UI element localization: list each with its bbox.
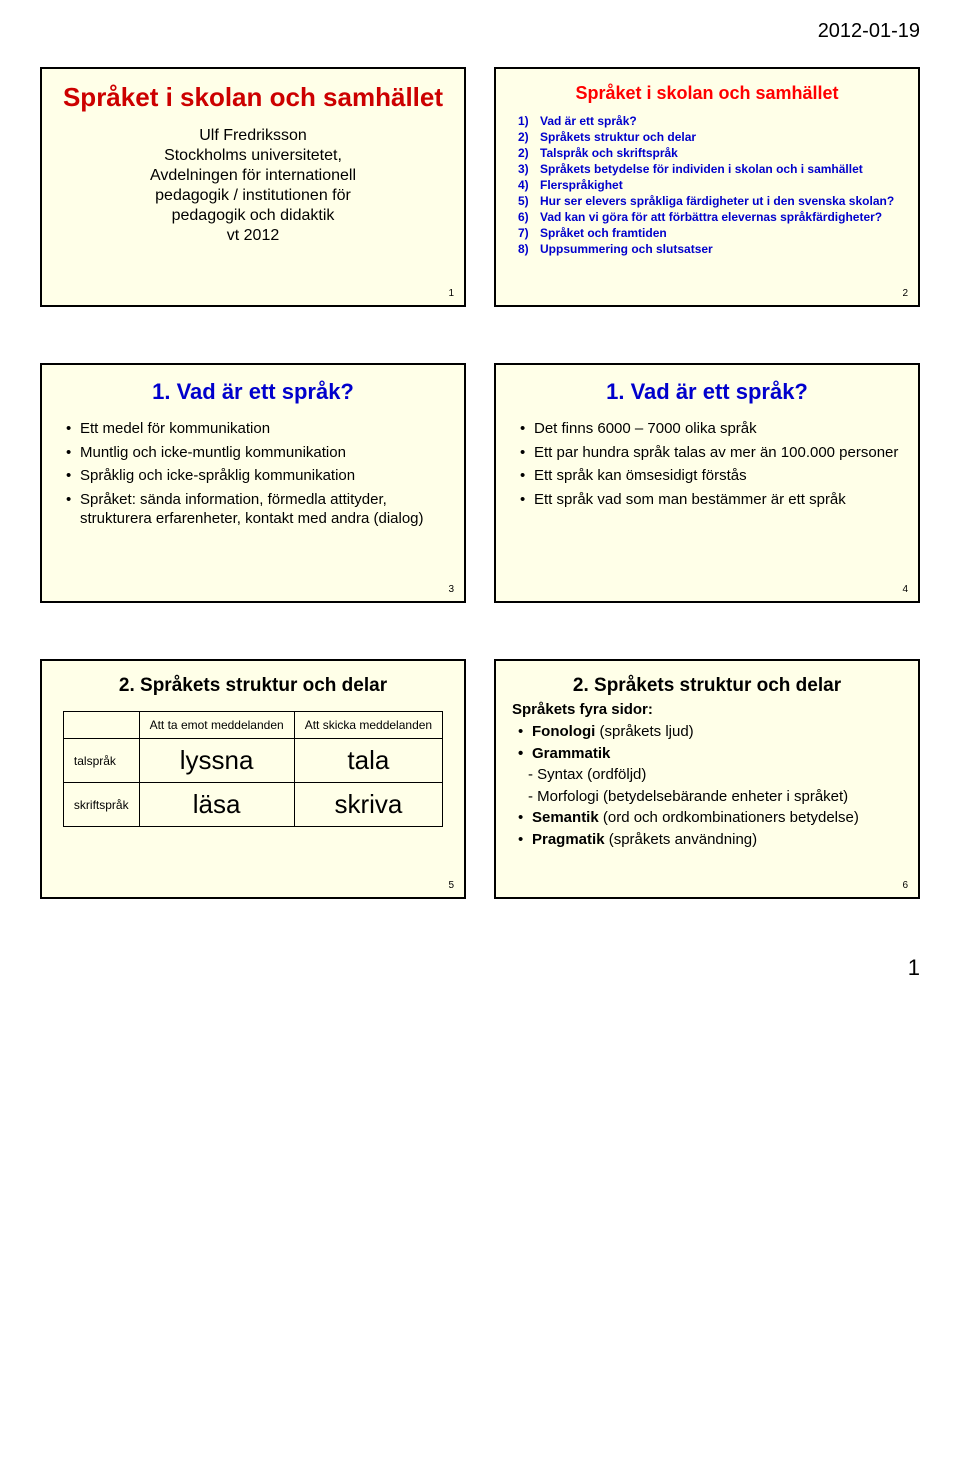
slide-1-title: Språket i skolan och samhället <box>58 83 448 113</box>
term-desc: (ord och ordkombinationers betydelse) <box>599 809 859 826</box>
list-item: 3)Språkets betydelse för individen i sko… <box>518 162 902 176</box>
slide-3: 1. Vad är ett språk? Ett medel för kommu… <box>40 363 466 603</box>
list-item: 7)Språket och framtiden <box>518 226 902 240</box>
bullet-item: Ett par hundra språk talas av mer än 100… <box>520 443 902 463</box>
bullet-item: Språket: sända information, förmedla att… <box>66 490 448 529</box>
slide-1-inst3: pedagogik / institutionen för <box>58 187 448 205</box>
slide-4-bullets: Det finns 6000 – 7000 olika språk Ett pa… <box>512 419 902 509</box>
bullet-item: Ett medel för kommunikation <box>66 419 448 439</box>
bullet-item: Pragmatik (språkets användning) <box>518 830 902 850</box>
item-text: Flerspråkighet <box>540 178 902 192</box>
item-text: Språkets betydelse för individen i skola… <box>540 162 902 176</box>
item-num: 3) <box>518 162 540 176</box>
slide-1-author: Ulf Fredriksson <box>58 127 448 145</box>
item-text: Vad kan vi göra för att förbättra elever… <box>540 210 902 224</box>
page-number: 1 <box>40 955 920 981</box>
slide-2-list: 1)Vad är ett språk? 2)Språkets struktur … <box>512 114 902 256</box>
bullet-item: Fonologi (språkets ljud) <box>518 722 902 742</box>
bullet-item: Det finns 6000 – 7000 olika språk <box>520 419 902 439</box>
dash-item: - Syntax (ordföljd) <box>518 765 902 785</box>
bullet-item: Muntlig och icke-muntlig kommunikation <box>66 443 448 463</box>
slide-4-title: 1. Vad är ett språk? <box>512 379 902 405</box>
slide-5-title: 2. Språkets struktur och delar <box>58 675 448 697</box>
slide-row-2: 1. Vad är ett språk? Ett medel för kommu… <box>40 363 920 603</box>
item-num: 4) <box>518 178 540 192</box>
list-item: 2)Talspråk och skriftspråk <box>518 146 902 160</box>
slide-6-list: Fonologi (språkets ljud) Grammatik - Syn… <box>512 722 902 849</box>
bold-term: Fonologi <box>532 723 595 740</box>
date-header: 2012-01-19 <box>40 20 920 43</box>
slide-4-number: 4 <box>902 584 908 595</box>
bullet-item: Semantik (ord och ordkombinationers bety… <box>518 808 902 828</box>
item-text: Uppsummering och slutsatser <box>540 242 902 256</box>
table-row-label: skriftspråk <box>63 783 139 827</box>
item-text: Hur ser elevers språkliga färdigheter ut… <box>540 194 902 208</box>
table-row: Att ta emot meddelanden Att skicka medde… <box>63 712 442 739</box>
slide-5-number: 5 <box>448 880 454 891</box>
item-text: Språkets struktur och delar <box>540 130 902 144</box>
slide-2-number: 2 <box>902 288 908 299</box>
item-num: 8) <box>518 242 540 256</box>
slide-6-number: 6 <box>902 880 908 891</box>
table-cell-empty <box>63 712 139 739</box>
list-item: 2)Språkets struktur och delar <box>518 130 902 144</box>
slide-3-title: 1. Vad är ett språk? <box>58 379 448 405</box>
list-item: 5)Hur ser elevers språkliga färdigheter … <box>518 194 902 208</box>
table-cell: läsa <box>139 783 294 827</box>
item-num: 2) <box>518 146 540 160</box>
bold-term: Pragmatik <box>532 831 605 848</box>
list-item: 4)Flerspråkighet <box>518 178 902 192</box>
table-cell: tala <box>294 739 442 783</box>
table-header: Att skicka meddelanden <box>294 712 442 739</box>
slide-6-subtitle: Språkets fyra sidor: <box>512 701 902 718</box>
slide-5: 2. Språkets struktur och delar Att ta em… <box>40 659 466 899</box>
slide-1-inst1: Stockholms universitetet, <box>58 147 448 165</box>
slide-6: 2. Språkets struktur och delar Språkets … <box>494 659 920 899</box>
slide-row-3: 2. Språkets struktur och delar Att ta em… <box>40 659 920 899</box>
slide-3-number: 3 <box>448 584 454 595</box>
slide-2: Språket i skolan och samhället 1)Vad är … <box>494 67 920 307</box>
term-desc: (språkets användning) <box>605 831 758 848</box>
slide-2-title: Språket i skolan och samhället <box>512 83 902 104</box>
bullet-item: Språklig och icke-språklig kommunikation <box>66 466 448 486</box>
bullet-item: Grammatik <box>518 744 902 764</box>
item-text: Vad är ett språk? <box>540 114 902 128</box>
slide-4: 1. Vad är ett språk? Det finns 6000 – 70… <box>494 363 920 603</box>
slide-1-inst4: pedagogik och didaktik <box>58 207 448 225</box>
item-num: 7) <box>518 226 540 240</box>
slide-3-bullets: Ett medel för kommunikation Muntlig och … <box>58 419 448 529</box>
slide-1-number: 1 <box>448 288 454 299</box>
slide-1: Språket i skolan och samhället Ulf Fredr… <box>40 67 466 307</box>
item-num: 6) <box>518 210 540 224</box>
list-item: 8)Uppsummering och slutsatser <box>518 242 902 256</box>
table-row-label: talspråk <box>63 739 139 783</box>
table-cell: lyssna <box>139 739 294 783</box>
slide-5-table: Att ta emot meddelanden Att skicka medde… <box>63 711 443 827</box>
item-num: 1) <box>518 114 540 128</box>
table-row: talspråk lyssna tala <box>63 739 442 783</box>
bullet-item: Ett språk vad som man bestämmer är ett s… <box>520 490 902 510</box>
item-num: 2) <box>518 130 540 144</box>
item-num: 5) <box>518 194 540 208</box>
slide-6-title: 2. Språkets struktur och delar <box>512 675 902 697</box>
list-item: 1)Vad är ett språk? <box>518 114 902 128</box>
table-row: skriftspråk läsa skriva <box>63 783 442 827</box>
bold-term: Semantik <box>532 809 599 826</box>
table-header: Att ta emot meddelanden <box>139 712 294 739</box>
dash-item: - Morfologi (betydelsebärande enheter i … <box>518 787 902 807</box>
bullet-item: Ett språk kan ömsesidigt förstås <box>520 466 902 486</box>
item-text: Talspråk och skriftspråk <box>540 146 902 160</box>
slide-row-1: Språket i skolan och samhället Ulf Fredr… <box>40 67 920 307</box>
item-text: Språket och framtiden <box>540 226 902 240</box>
slide-1-inst2: Avdelningen för internationell <box>58 167 448 185</box>
slide-1-term: vt 2012 <box>58 227 448 245</box>
list-item: 6)Vad kan vi göra för att förbättra elev… <box>518 210 902 224</box>
term-desc: (språkets ljud) <box>595 723 693 740</box>
table-cell: skriva <box>294 783 442 827</box>
